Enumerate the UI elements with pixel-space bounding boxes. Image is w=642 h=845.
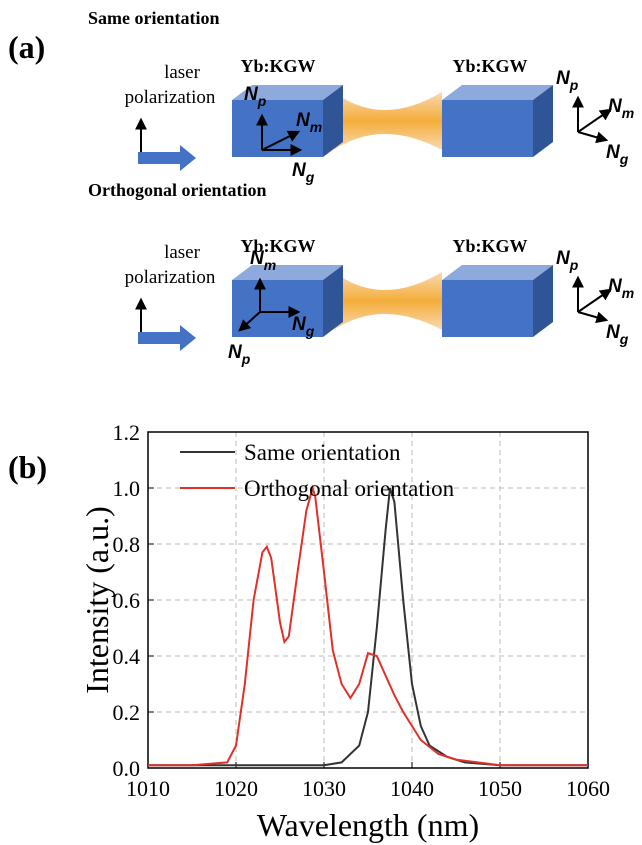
beam-arrow — [138, 325, 196, 351]
laser-label: polarization — [125, 87, 216, 108]
axis-main: N — [606, 322, 621, 343]
axis-main: N — [608, 276, 623, 297]
axis-sub: p — [569, 257, 579, 273]
axis-sub: g — [619, 331, 629, 347]
axis-arrow — [238, 311, 261, 332]
axis-main: N — [228, 342, 243, 363]
crystal-side — [533, 265, 553, 337]
diagram: Same orientation laser polarization Yb:KGW Y… — [88, 8, 634, 367]
y-tick-label: 1.2 — [113, 420, 141, 445]
crystal-top — [442, 265, 553, 280]
axis-sub: m — [264, 257, 276, 273]
crystal-label: Yb:KGW — [452, 56, 527, 76]
plot-frame — [147, 431, 589, 769]
crystal-top — [232, 265, 343, 280]
axis-main: N — [292, 314, 307, 335]
axis-main: N — [556, 248, 571, 269]
y-tick-label: 0.8 — [113, 532, 141, 557]
legend-label: Orthogonal orientation — [244, 476, 455, 501]
axis-label: Nm — [296, 110, 322, 135]
x-tick-label: 1050 — [478, 776, 522, 801]
axis-label: Np — [244, 84, 267, 109]
axis-arrow — [577, 131, 609, 144]
axis-label: Ng — [292, 160, 315, 185]
row-title: Same orientation — [88, 8, 219, 28]
axis-main: N — [244, 84, 259, 105]
x-tick-label: 1060 — [566, 776, 610, 801]
beam-arrow — [138, 145, 196, 171]
axis-sub: p — [569, 77, 579, 93]
crystal-label: Yb:KGW — [240, 56, 315, 76]
y-tick-label: 0.0 — [113, 756, 141, 781]
axis-main: N — [606, 142, 621, 163]
crystal-label: Yb:KGW — [240, 236, 315, 256]
axis-main: N — [250, 248, 265, 269]
axis-label: Ng — [292, 314, 315, 339]
laser-label: laser — [164, 62, 201, 83]
axis-arrow — [261, 130, 301, 151]
crystal-front — [442, 100, 533, 157]
panel-label: (a) — [8, 29, 45, 65]
axis-label: Nm — [250, 248, 276, 273]
crystal-front — [232, 100, 323, 157]
y-axis-label: Intensity (a.u.) — [79, 506, 115, 694]
x-tick-label: 1040 — [390, 776, 434, 801]
beam — [334, 272, 442, 330]
laser-label: polarization — [125, 267, 216, 288]
axis-main: N — [608, 96, 623, 117]
axis-sub: g — [305, 323, 315, 339]
beam — [334, 92, 442, 150]
axis-label: Nm — [608, 276, 634, 301]
axis-main: N — [296, 110, 311, 131]
axis-arrow — [577, 311, 609, 324]
diagram-row: Same orientation laser polarization Yb:KGW Y… — [88, 8, 634, 185]
y-tick-label: 0.2 — [113, 700, 141, 725]
crystal-label: Yb:KGW — [452, 236, 527, 256]
crystal-side — [323, 265, 343, 337]
series-line — [148, 487, 588, 767]
x-tick-label: 1010 — [126, 776, 170, 801]
series-line — [148, 484, 588, 767]
axis-label: Np — [228, 342, 251, 367]
row-title: Orthogonal orientation — [88, 180, 267, 200]
axis-sub: g — [305, 169, 315, 185]
crystal-top — [442, 85, 553, 100]
y-tick-label: 0.6 — [113, 588, 141, 613]
axis-label: Ng — [606, 322, 629, 347]
x-tick-label: 1020 — [214, 776, 258, 801]
y-tick-label: 1.0 — [113, 476, 141, 501]
axis-sub: m — [622, 105, 634, 121]
crystal-side — [323, 85, 343, 157]
chart: 1010 1020 1030 1040 1050 1060 0.0 0.2 0.4 0.6 0.8 1… — [79, 420, 610, 843]
panel-label: (b) — [8, 449, 47, 485]
axis-sub: m — [622, 285, 634, 301]
axis-label: Np — [556, 68, 579, 93]
y-tick-label: 0.4 — [113, 644, 141, 669]
axis-main: N — [292, 160, 307, 181]
axis-sub: m — [310, 119, 322, 135]
axis-main: N — [556, 68, 571, 89]
legend-label: Same orientation — [244, 440, 401, 465]
diagram-row: Orthogonal orientation laser polarization Y… — [88, 180, 634, 367]
crystal-side — [533, 85, 553, 157]
x-tick-label: 1030 — [302, 776, 346, 801]
laser-label: laser — [164, 242, 201, 263]
crystal-top — [232, 85, 343, 100]
axis-sub: p — [257, 93, 267, 109]
axis-label: Ng — [606, 142, 629, 167]
axis-arrow — [577, 108, 612, 133]
axis-label: Np — [556, 248, 579, 273]
axis-sub: p — [241, 351, 251, 367]
axis-sub: g — [619, 151, 629, 167]
crystal-front — [442, 280, 533, 337]
axis-arrow — [577, 288, 612, 313]
x-axis-label: Wavelength (nm) — [257, 807, 479, 843]
axis-label: Nm — [608, 96, 634, 121]
